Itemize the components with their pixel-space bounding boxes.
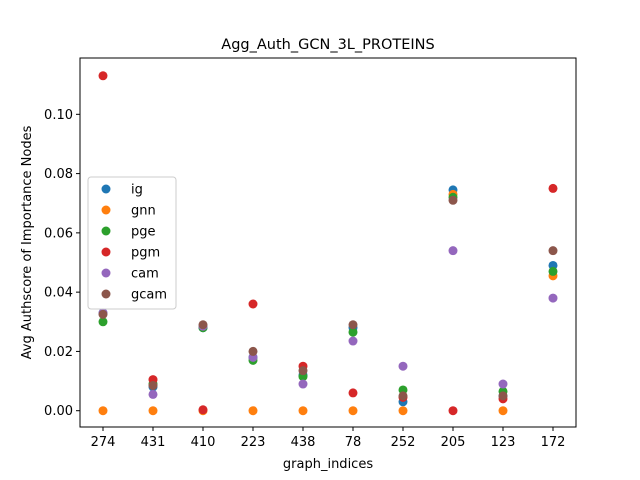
point-gcam-274 bbox=[98, 309, 108, 319]
point-cam-205 bbox=[448, 246, 458, 256]
point-gcam-410 bbox=[198, 320, 208, 330]
legend-marker-ig bbox=[101, 184, 111, 194]
y-tick-label: 0.02 bbox=[44, 345, 73, 360]
legend-label-pge: pge bbox=[131, 225, 156, 240]
point-pge-274 bbox=[98, 317, 108, 327]
y-tick-label: 0.06 bbox=[44, 226, 73, 241]
legend-marker-gnn bbox=[101, 205, 111, 215]
x-tick-label: 223 bbox=[241, 435, 266, 450]
y-tick-label: 0.04 bbox=[44, 286, 73, 301]
point-pgm-410 bbox=[198, 405, 208, 415]
x-tick-label: 410 bbox=[191, 435, 216, 450]
point-gcam-223 bbox=[248, 346, 258, 356]
point-pgm-172 bbox=[548, 183, 558, 193]
legend-label-cam: cam bbox=[131, 267, 159, 282]
point-cam-78 bbox=[348, 336, 358, 346]
point-cam-438 bbox=[298, 379, 308, 389]
point-pge-78 bbox=[348, 327, 358, 337]
point-gnn-431 bbox=[148, 406, 158, 416]
legend-label-ig: ig bbox=[131, 183, 143, 198]
point-gcam-172 bbox=[548, 246, 558, 256]
point-gnn-438 bbox=[298, 406, 308, 416]
point-pgm-205 bbox=[448, 406, 458, 416]
x-tick-label: 123 bbox=[491, 435, 516, 450]
point-gcam-431 bbox=[148, 381, 158, 391]
point-gcam-438 bbox=[298, 366, 308, 376]
y-tick-label: 0.00 bbox=[44, 404, 73, 419]
legend-label-gcam: gcam bbox=[131, 288, 167, 303]
point-cam-252 bbox=[398, 361, 408, 371]
point-pgm-223 bbox=[248, 299, 258, 309]
point-pge-172 bbox=[548, 266, 558, 276]
y-tick-label: 0.08 bbox=[44, 167, 73, 182]
y-axis-label: Avg Authscore of Importance Nodes bbox=[20, 125, 35, 359]
point-cam-172 bbox=[548, 293, 558, 303]
point-gnn-274 bbox=[98, 406, 108, 416]
point-gcam-123 bbox=[498, 391, 508, 401]
point-gnn-123 bbox=[498, 406, 508, 416]
point-gnn-78 bbox=[348, 406, 358, 416]
point-cam-123 bbox=[498, 379, 508, 389]
point-pgm-274 bbox=[98, 71, 108, 81]
point-pgm-78 bbox=[348, 388, 358, 398]
legend-label-gnn: gnn bbox=[131, 204, 156, 219]
chart-title: Agg_Auth_GCN_3L_PROTEINS bbox=[221, 37, 434, 53]
legend-marker-gcam bbox=[101, 289, 111, 299]
point-gnn-252 bbox=[398, 406, 408, 416]
x-tick-label: 172 bbox=[541, 435, 566, 450]
x-tick-label: 252 bbox=[391, 435, 416, 450]
legend-label-pgm: pgm bbox=[131, 246, 160, 261]
x-axis-label: graph_indices bbox=[283, 457, 373, 472]
point-gnn-223 bbox=[248, 406, 258, 416]
plot-area-frame bbox=[79, 57, 577, 428]
y-axis: 0.00 0.02 0.04 0.06 0.08 0.10 bbox=[44, 108, 80, 419]
x-tick-label: 78 bbox=[345, 435, 362, 450]
point-gcam-205 bbox=[448, 195, 458, 205]
data-points bbox=[98, 71, 558, 416]
x-tick-label: 205 bbox=[441, 435, 466, 450]
x-tick-label: 274 bbox=[91, 435, 116, 450]
legend-marker-pgm bbox=[101, 247, 111, 257]
x-tick-label: 438 bbox=[291, 435, 316, 450]
y-tick-label: 0.10 bbox=[44, 108, 73, 123]
legend-marker-pge bbox=[101, 226, 111, 236]
legend: ig gnn pge pgm cam gcam bbox=[87, 176, 177, 310]
legend-marker-cam bbox=[101, 268, 111, 278]
x-tick-label: 431 bbox=[141, 435, 166, 450]
point-gcam-252 bbox=[398, 391, 408, 401]
point-gcam-78 bbox=[348, 320, 358, 330]
x-axis: 274 431 410 223 438 78 252 205 123 172 bbox=[91, 427, 566, 450]
point-cam-431 bbox=[148, 389, 158, 399]
